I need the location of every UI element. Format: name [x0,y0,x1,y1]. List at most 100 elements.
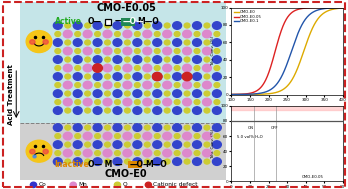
CMO-E0 [341,7,345,9]
Circle shape [194,32,200,36]
Circle shape [113,39,122,46]
Circle shape [204,125,210,130]
Circle shape [174,83,180,88]
Circle shape [183,64,191,72]
Circle shape [113,158,122,165]
Circle shape [194,83,200,88]
Text: M—O: M—O [137,17,159,26]
Circle shape [133,141,142,148]
Circle shape [192,124,201,131]
Circle shape [144,142,150,147]
Circle shape [143,64,152,72]
Circle shape [164,91,170,96]
Circle shape [73,107,82,114]
Circle shape [73,90,82,97]
CMO-E0 [290,79,294,81]
Circle shape [75,32,80,36]
CMO-E0.05 [338,6,342,9]
CMO-E0.05 [295,8,300,11]
Circle shape [93,39,102,46]
Circle shape [55,32,61,36]
Circle shape [134,100,140,105]
Circle shape [105,57,110,62]
Circle shape [144,57,150,62]
Circle shape [114,49,120,53]
Circle shape [113,56,122,63]
Circle shape [53,56,62,63]
Circle shape [123,30,132,38]
Circle shape [155,134,160,139]
Circle shape [163,149,172,157]
Circle shape [173,39,182,46]
Circle shape [143,98,152,106]
Circle shape [194,134,200,139]
Circle shape [105,159,110,164]
Circle shape [155,151,160,156]
Circle shape [173,22,182,29]
Text: Cationic defect: Cationic defect [153,182,198,187]
Circle shape [153,124,162,131]
Circle shape [105,74,110,79]
Circle shape [114,66,120,70]
Circle shape [152,72,162,81]
Text: O— M —: O— M — [88,160,122,169]
CMO-E0.05 [282,22,286,24]
Circle shape [144,108,150,113]
Circle shape [155,66,160,70]
Circle shape [123,64,132,72]
Circle shape [53,22,62,29]
Circle shape [144,159,150,164]
Circle shape [174,151,180,156]
Circle shape [113,73,122,80]
Circle shape [192,56,201,63]
Circle shape [65,74,71,79]
Circle shape [174,134,180,139]
Circle shape [125,57,130,62]
Circle shape [73,124,82,131]
Circle shape [163,98,172,106]
Circle shape [95,100,101,105]
Circle shape [192,90,201,97]
CMO-E0 [295,67,300,69]
Circle shape [134,49,140,53]
Circle shape [26,140,52,162]
Text: —O—: —O— [129,160,151,169]
Circle shape [155,83,160,88]
Circle shape [125,159,130,164]
Line: CMO-E0.1: CMO-E0.1 [231,8,343,94]
Circle shape [63,30,72,38]
Circle shape [93,158,102,165]
Circle shape [184,74,190,79]
Circle shape [133,90,142,97]
Text: O: O [122,182,127,187]
Circle shape [125,108,130,113]
Circle shape [194,66,200,70]
CMO-E0 [282,88,286,90]
Circle shape [192,158,201,165]
Circle shape [194,100,200,105]
Circle shape [183,98,191,106]
Text: ON: ON [248,126,254,130]
Circle shape [204,40,210,45]
Circle shape [144,23,150,28]
Circle shape [203,149,211,157]
Circle shape [95,49,101,53]
Circle shape [113,22,122,29]
Circle shape [55,100,61,105]
Circle shape [125,125,130,130]
Circle shape [125,40,130,45]
Circle shape [204,74,210,79]
Circle shape [83,30,92,38]
Circle shape [155,49,160,53]
Circle shape [85,57,90,62]
Circle shape [53,39,62,46]
Text: 5.0 vol% H₂O: 5.0 vol% H₂O [237,135,263,139]
Circle shape [173,73,182,80]
Circle shape [164,40,170,45]
Circle shape [63,64,72,72]
Circle shape [213,22,221,29]
Circle shape [134,151,140,156]
Legend: CMO-E0, CMO-E0.05, CMO-E0.1: CMO-E0, CMO-E0.05, CMO-E0.1 [234,9,263,24]
X-axis label: Temperature (°C): Temperature (°C) [266,108,308,112]
Circle shape [134,66,140,70]
